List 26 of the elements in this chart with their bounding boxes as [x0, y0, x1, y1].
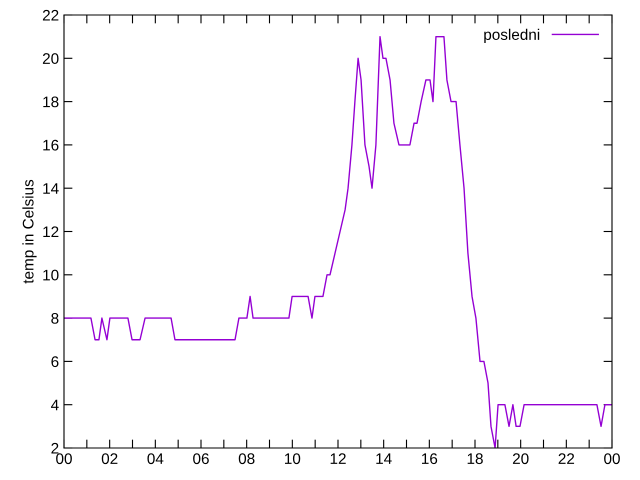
x-tick-label: 00 [56, 453, 72, 464]
y-tick-label: 12 [43, 226, 58, 238]
x-tick-label: 00 [604, 453, 620, 464]
x-tick-label: 06 [193, 453, 209, 464]
y-tick-label: 6 [51, 356, 58, 368]
x-tick-label: 22 [558, 453, 574, 464]
y-tick-label: 14 [43, 183, 59, 194]
y-tick-label: 20 [42, 53, 59, 64]
x-tick-label: 16 [422, 453, 438, 464]
x-tick-label: 18 [468, 453, 483, 464]
x-tick-label: 10 [285, 453, 300, 464]
y-tick-label: 2 [51, 442, 58, 454]
y-tick-label: 22 [42, 10, 58, 21]
y-tick-label: 18 [43, 96, 58, 108]
x-tick-label: 04 [147, 453, 164, 464]
y-tick-label: 8 [51, 312, 58, 324]
y-tick-label: 16 [43, 140, 58, 151]
x-tick-label: 20 [512, 453, 529, 464]
x-tick-label: 08 [238, 453, 254, 464]
y-tick-label: 10 [43, 270, 59, 280]
x-tick-label: 12 [330, 453, 346, 464]
y-tick-label: 4 [50, 400, 59, 410]
x-tick-label: 02 [102, 453, 118, 464]
y-axis-title: temp in Celsius [22, 180, 37, 284]
legend-label: posledni [484, 28, 540, 43]
x-tick-label: 14 [376, 453, 392, 464]
